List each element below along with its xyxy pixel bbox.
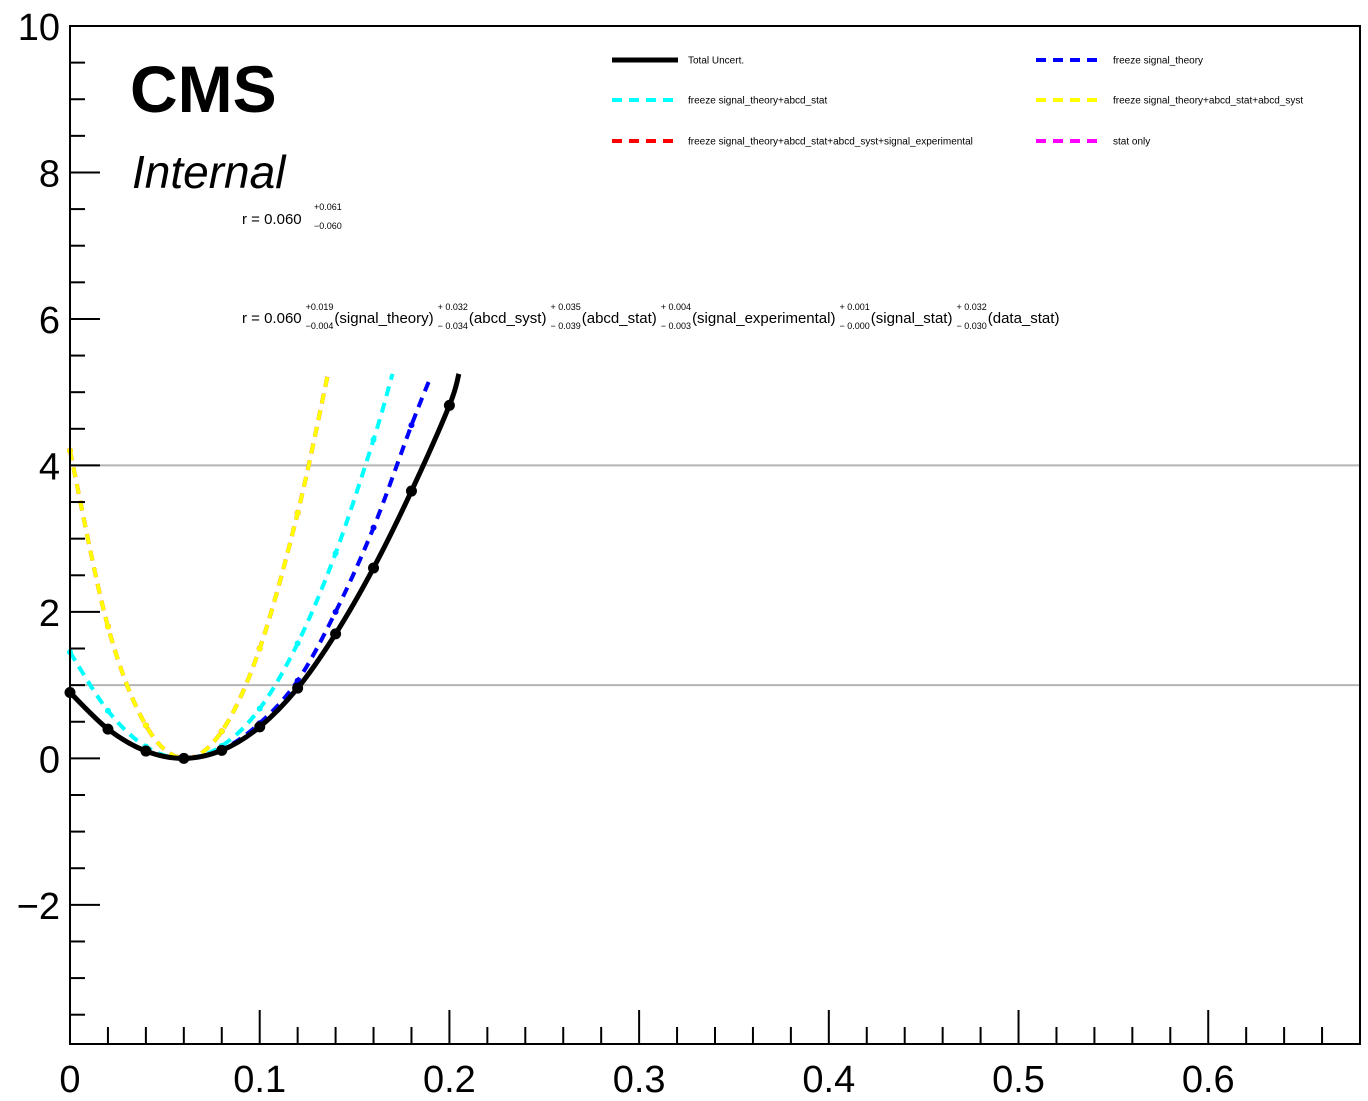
cms-label: CMS: [130, 52, 277, 126]
breakdown-prefix: r = 0.060: [242, 310, 302, 327]
data-point: [292, 683, 303, 694]
total-result-up: +0.061: [314, 202, 342, 212]
data-point: [105, 624, 111, 630]
breakdown-term-up: + 0.001: [839, 302, 869, 312]
breakdown-term-down: − 0.000: [839, 321, 869, 331]
internal-label: Internal: [132, 146, 287, 198]
breakdown-term-label: (abcd_stat): [582, 310, 657, 327]
breakdown-term-down: − 0.003: [661, 321, 691, 331]
breakdown-term-label: (signal_experimental): [692, 310, 835, 327]
breakdown-term-label: (abcd_syst): [469, 310, 547, 327]
y-tick-label: 6: [39, 300, 60, 342]
data-point: [295, 640, 301, 646]
total-result-down: −0.060: [314, 221, 342, 231]
breakdown-term-up: +0.019: [306, 302, 334, 312]
breakdown-term-up: + 0.032: [438, 302, 468, 312]
data-point: [216, 745, 227, 756]
data-point: [140, 746, 151, 757]
breakdown-term-up: + 0.004: [661, 302, 691, 312]
data-point: [102, 724, 113, 735]
x-tick-label: 0.1: [233, 1059, 286, 1101]
data-point: [333, 550, 339, 556]
breakdown-term-up: + 0.035: [550, 302, 580, 312]
y-tick-label: 0: [39, 739, 60, 781]
data-point: [371, 437, 377, 443]
total-result-prefix: r = 0.060: [242, 211, 302, 228]
breakdown-term-up: + 0.032: [956, 302, 986, 312]
x-tick-label: 0.6: [1182, 1059, 1235, 1101]
x-tick-label: 0.3: [613, 1059, 666, 1101]
y-tick-label: 8: [39, 153, 60, 195]
x-tick-label: 0: [59, 1059, 80, 1101]
data-point: [371, 525, 377, 531]
data-point: [254, 721, 265, 732]
data-point: [330, 628, 341, 639]
breakdown-term-down: − 0.034: [438, 321, 468, 331]
data-point: [408, 422, 414, 428]
data-point: [257, 706, 263, 712]
legend-label: freeze signal_theory+abcd_stat+abcd_syst: [1113, 96, 1303, 107]
y-tick-label: 2: [39, 593, 60, 635]
data-point: [444, 400, 455, 411]
data-point: [406, 486, 417, 497]
y-tick-label: −2: [17, 886, 60, 928]
x-tick-label: 0.2: [423, 1059, 476, 1101]
data-point: [143, 722, 149, 728]
x-tick-label: 0.5: [992, 1059, 1045, 1101]
breakdown-term-down: −0.004: [306, 321, 334, 331]
breakdown-term-label: (data_stat): [988, 310, 1060, 327]
y-tick-label: 10: [18, 7, 60, 49]
data-point: [257, 646, 263, 652]
breakdown-term-down: − 0.030: [956, 321, 986, 331]
data-point: [368, 562, 379, 573]
breakdown-term-down: − 0.039: [550, 321, 580, 331]
legend-label: freeze signal_theory+abcd_stat+abcd_syst…: [688, 137, 973, 148]
data-point: [178, 753, 189, 764]
legend-label: stat only: [1113, 137, 1150, 148]
breakdown-term-label: (signal_stat): [871, 310, 953, 327]
data-point: [295, 510, 301, 516]
legend-label: Total Uncert.: [688, 56, 744, 67]
legend-label: freeze signal_theory+abcd_stat: [688, 96, 827, 107]
legend-label: freeze signal_theory: [1113, 56, 1203, 67]
data-point: [105, 708, 111, 714]
x-tick-label: 0.4: [802, 1059, 855, 1101]
data-point: [219, 728, 225, 734]
data-point: [333, 609, 339, 615]
y-tick-label: 4: [39, 446, 60, 488]
breakdown-term-label: (signal_theory): [334, 310, 433, 327]
